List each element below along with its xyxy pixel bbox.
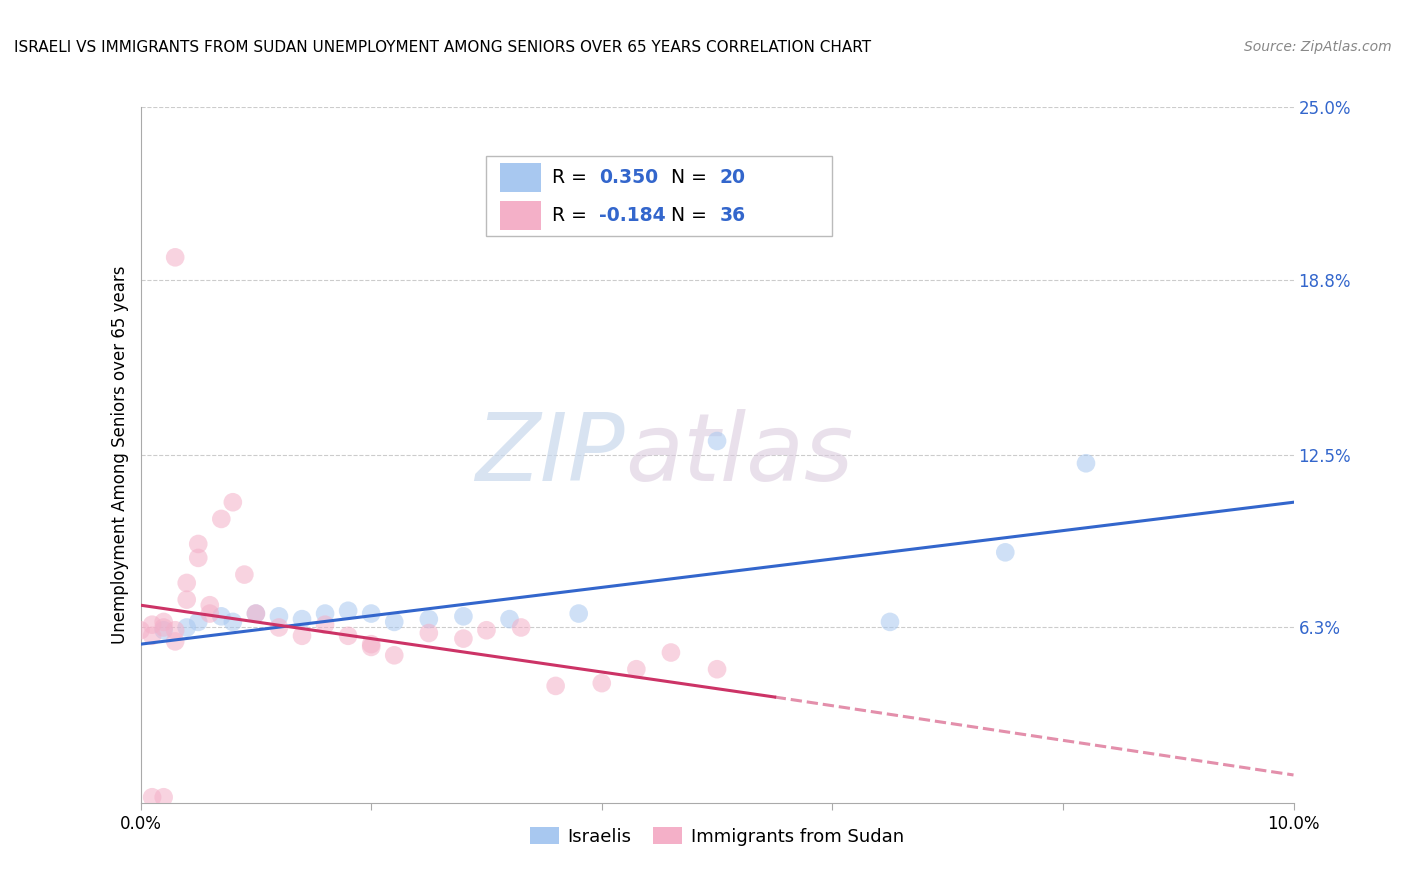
Point (291, 629, 314, 643)
Point (198, 607, 221, 621)
Point (994, 545, 1017, 559)
Text: ISRAELI VS IMMIGRANTS FROM SUDAN UNEMPLOYMENT AMONG SENIORS OVER 65 YEARS CORREL: ISRAELI VS IMMIGRANTS FROM SUDAN UNEMPLO… (14, 40, 872, 55)
Point (152, 790, 174, 805)
Point (187, 537, 209, 551)
Point (475, 624, 498, 638)
Point (418, 626, 440, 640)
Point (360, 607, 382, 621)
Point (291, 612, 314, 626)
Point (382, 648, 405, 663)
Text: Source: ZipAtlas.com: Source: ZipAtlas.com (1244, 40, 1392, 54)
Point (129, 624, 152, 638)
Point (176, 620, 198, 634)
Point (626, 662, 648, 676)
Point (879, 615, 901, 629)
Point (165, 624, 187, 638)
Point (1074, 456, 1097, 470)
Point (498, 612, 520, 626)
Point (176, 576, 198, 591)
Y-axis label: Unemployment Among Seniors over 65 years: Unemployment Among Seniors over 65 years (111, 266, 129, 644)
Point (360, 640, 382, 654)
Point (314, 617, 336, 632)
Text: 20: 20 (720, 168, 745, 186)
Point (360, 637, 382, 651)
Point (176, 592, 198, 607)
Point (152, 624, 174, 638)
Point (418, 612, 440, 626)
Point (591, 676, 613, 690)
Point (267, 609, 290, 624)
Point (198, 598, 221, 612)
Point (267, 620, 290, 634)
Point (187, 550, 209, 565)
Point (337, 629, 360, 643)
Point (152, 620, 174, 634)
Point (209, 609, 232, 624)
Text: N =: N = (671, 168, 713, 186)
Text: ZIP: ZIP (475, 409, 624, 500)
Text: -0.184: -0.184 (599, 206, 666, 226)
Text: 36: 36 (720, 206, 745, 226)
Point (382, 615, 405, 629)
FancyBboxPatch shape (501, 201, 541, 230)
Point (152, 615, 174, 629)
Point (337, 604, 360, 618)
Point (245, 607, 267, 621)
FancyBboxPatch shape (486, 156, 832, 235)
Point (706, 662, 728, 676)
Text: atlas: atlas (624, 409, 853, 500)
Point (141, 617, 163, 632)
Text: R =: R = (553, 206, 593, 226)
Point (222, 615, 245, 629)
Point (314, 607, 336, 621)
Point (659, 646, 682, 660)
Point (187, 615, 209, 629)
FancyBboxPatch shape (501, 162, 541, 192)
Point (706, 434, 728, 448)
Point (165, 634, 187, 648)
Point (141, 790, 163, 805)
Point (222, 495, 245, 509)
Text: N =: N = (671, 206, 713, 226)
Point (453, 632, 475, 646)
Point (233, 567, 256, 582)
Legend: Israelis, Immigrants from Sudan: Israelis, Immigrants from Sudan (523, 820, 911, 853)
Point (245, 607, 267, 621)
Point (510, 620, 533, 634)
Text: 0.350: 0.350 (599, 168, 658, 186)
Point (141, 629, 163, 643)
Point (568, 607, 591, 621)
Point (165, 250, 187, 264)
Point (544, 679, 567, 693)
Point (453, 609, 475, 624)
Text: R =: R = (553, 168, 593, 186)
Point (209, 512, 232, 526)
